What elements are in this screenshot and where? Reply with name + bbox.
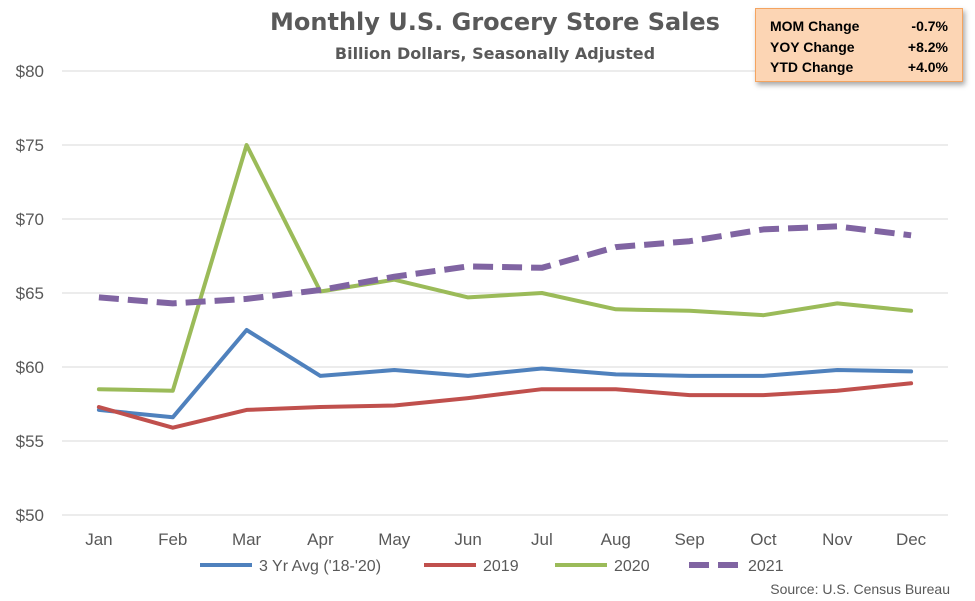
y-tick-label: $75 <box>16 136 44 155</box>
y-tick-label: $60 <box>16 358 44 377</box>
stat-label: YTD Change <box>770 59 854 75</box>
y-tick-label: $50 <box>16 506 44 525</box>
y-tick-label: $55 <box>16 432 44 451</box>
x-tick-label: May <box>378 530 411 549</box>
chart-subtitle: Billion Dollars, Seasonally Adjusted <box>335 44 655 63</box>
legend-label: 2019 <box>483 558 519 575</box>
legend-label: 2020 <box>614 558 650 575</box>
stat-value: +4.0% <box>907 59 948 75</box>
series-line <box>98 223 912 307</box>
y-tick-label: $65 <box>16 284 44 303</box>
x-tick-label: Jul <box>531 530 553 549</box>
series-line <box>96 381 914 430</box>
y-axis: $50 $55 $60 $65 $70 $75 $80 <box>16 62 44 525</box>
source-note: Source: U.S. Census Bureau <box>770 581 950 597</box>
series-lines <box>96 143 914 430</box>
stat-label: YOY Change <box>770 38 855 55</box>
x-tick-label: Sep <box>674 530 704 549</box>
y-tick-label: $80 <box>16 62 44 81</box>
x-tick-label: Oct <box>750 530 777 549</box>
x-tick-label: Jun <box>454 530 481 549</box>
x-axis: Jan Feb Mar Apr May Jun Jul Aug Sep Oct Nov Dec <box>85 530 926 549</box>
legend-label: 3 Yr Avg ('18-'20) <box>259 558 381 575</box>
series-line <box>96 328 914 420</box>
stat-row-mom: MOM Change -0.7% <box>770 16 948 37</box>
x-tick-label: Aug <box>601 530 631 549</box>
stat-value: +8.2% <box>907 38 948 55</box>
x-tick-label: Feb <box>158 530 187 549</box>
stat-row-yoy: YOY Change +8.2% <box>770 37 948 58</box>
gridlines <box>62 70 948 516</box>
stat-value: -0.7% <box>911 18 948 34</box>
x-tick-label: Jan <box>85 530 112 549</box>
stat-row-ytd: YTD Change +4.0% <box>770 57 948 78</box>
y-tick-label: $70 <box>16 210 44 229</box>
series-line <box>96 143 914 393</box>
stat-label: MOM Change <box>770 18 860 34</box>
x-tick-label: Mar <box>232 530 262 549</box>
chart-title: Monthly U.S. Grocery Store Sales <box>270 8 720 36</box>
legend-label: 2021 <box>748 558 784 575</box>
x-tick-label: Dec <box>896 530 927 549</box>
change-summary-box: MOM Change -0.7% YOY Change +8.2% YTD Ch… <box>755 8 963 82</box>
x-tick-label: Apr <box>307 530 334 549</box>
x-tick-label: Nov <box>822 530 853 549</box>
legend: 3 Yr Avg ('18-'20) 2019 2020 2021 <box>200 558 784 575</box>
